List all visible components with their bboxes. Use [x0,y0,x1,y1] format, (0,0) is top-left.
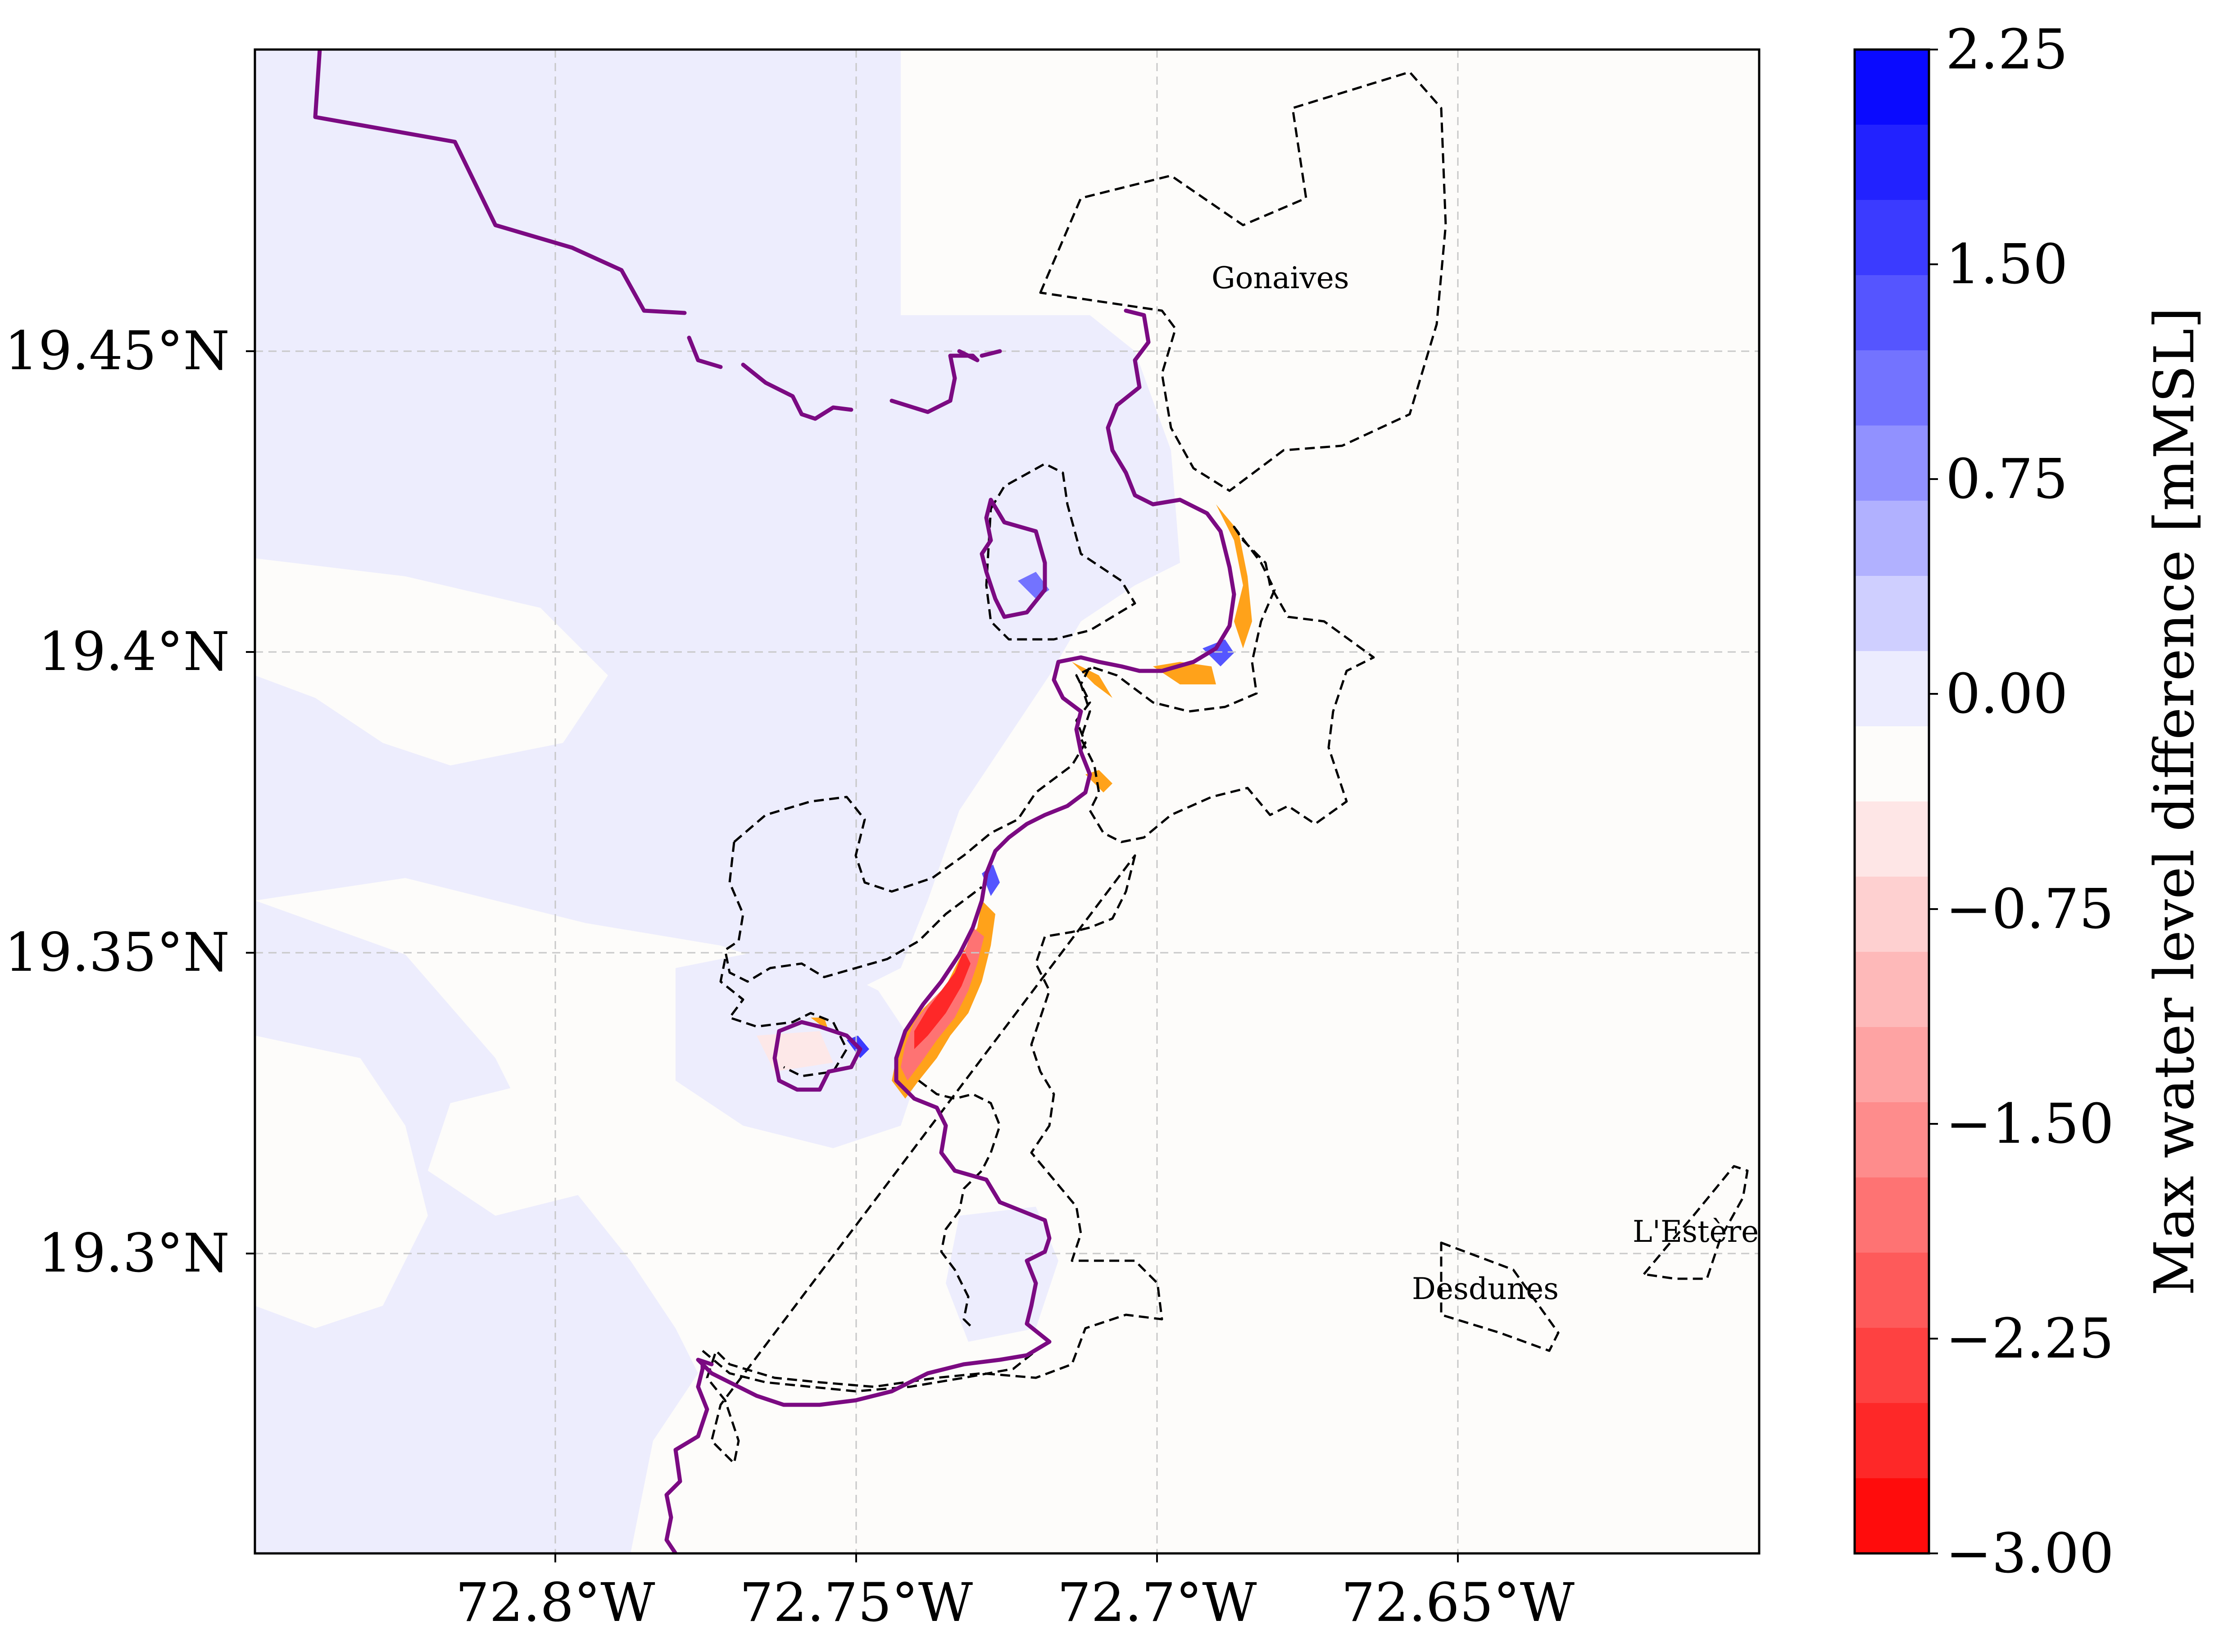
y-tick-label: 19.35°N [5,921,230,983]
colorbar-band [1855,1177,1929,1253]
colorbar-band [1855,1027,1929,1103]
boundary-inner-h [702,1350,1037,1393]
colorbar-tick-label: 0.75 [1946,447,2068,511]
colorbar-band [1855,877,1929,952]
x-tick-labels: 72.8°W 72.75°W 72.7°W 72.65°W [455,1571,1575,1634]
map-ticks [246,350,1459,1562]
boundary-lestere [1643,1165,1749,1280]
colorbar-band [1855,1403,1929,1479]
colorbar-tick-label: 1.50 [1946,232,2068,296]
colorbar-band [1855,501,1929,576]
map-axes: Gonaives Desdunes L'Estère 72.8°W 72.75°… [5,48,1761,1634]
place-label-desdunes: Desdunes [1412,1272,1559,1306]
x-tick-label: 72.65°W [1341,1571,1575,1634]
boundary-inner-e [724,842,983,983]
colorbar-band [1855,952,1929,1027]
colorbar-band [1855,425,1929,501]
map-frame [254,48,1761,1555]
map-content [255,50,1759,1553]
colorbar-bands [1855,50,1929,1554]
colorbar-band [1855,1328,1929,1403]
water-level-field [255,50,1180,1553]
colorbar-frame [1853,48,1930,1555]
y-tick-labels: 19.45°N 19.4°N 19.35°N 19.3°N [5,320,230,1284]
colorbar-band [1855,801,1929,877]
colorbar-tick-label: −3.00 [1946,1521,2114,1585]
colorbar-band [1855,726,1929,802]
colorbar-band [1855,125,1929,200]
colorbar-band [1855,651,1929,727]
colorbar-tick-label: −0.75 [1946,877,2114,941]
colorbar: 2.25 1.50 0.75 0.00 −0.75 −1.50 −2.25 −3… [1853,18,2206,1585]
y-tick-label: 19.3°N [38,1222,230,1284]
boundary-inner-c [706,854,1163,1465]
x-tick-label: 72.8°W [455,1571,655,1634]
colorbar-band [1855,1478,1929,1554]
colorbar-tick-labels: 2.25 1.50 0.75 0.00 −0.75 −1.50 −2.25 −3… [1946,18,2114,1585]
boundary-inner-b [1080,525,1375,843]
boundary-inner-g [918,1080,1001,1329]
colorbar-band [1855,576,1929,652]
colorbar-band [1855,1253,1929,1328]
boundary-desdunes [1440,1241,1560,1352]
boundary-inner-d [733,665,1095,893]
colorbar-band [1855,275,1929,351]
x-tick-label: 72.75°W [740,1571,973,1634]
colorbar-band [1855,1102,1929,1178]
grid [255,50,1759,1553]
y-tick-label: 19.45°N [5,320,230,382]
commune-boundaries [702,71,1749,1465]
colorbar-tick-label: 0.00 [1946,662,2068,726]
x-tick-label: 72.7°W [1057,1571,1257,1634]
difference-fringe [811,504,1252,1099]
colorbar-band [1855,350,1929,426]
y-tick-label: 19.4°N [38,620,230,683]
colorbar-tick-label: −2.25 [1946,1307,2114,1371]
colorbar-tick-label: 2.25 [1946,18,2068,81]
colorbar-band [1855,50,1929,125]
boundary-gonaives [1039,71,1447,492]
colorbar-tick-label: −1.50 [1946,1092,2114,1156]
coastline [313,50,1236,1553]
colorbar-label: Max water level difference [mMSL] [2142,307,2206,1296]
boundary-inner-a [985,462,1136,641]
place-label-gonaives: Gonaives [1212,261,1349,295]
place-label-lestere: L'Estère [1633,1214,1759,1249]
colorbar-band [1855,200,1929,276]
colorbar-ticks [1929,49,1938,1554]
